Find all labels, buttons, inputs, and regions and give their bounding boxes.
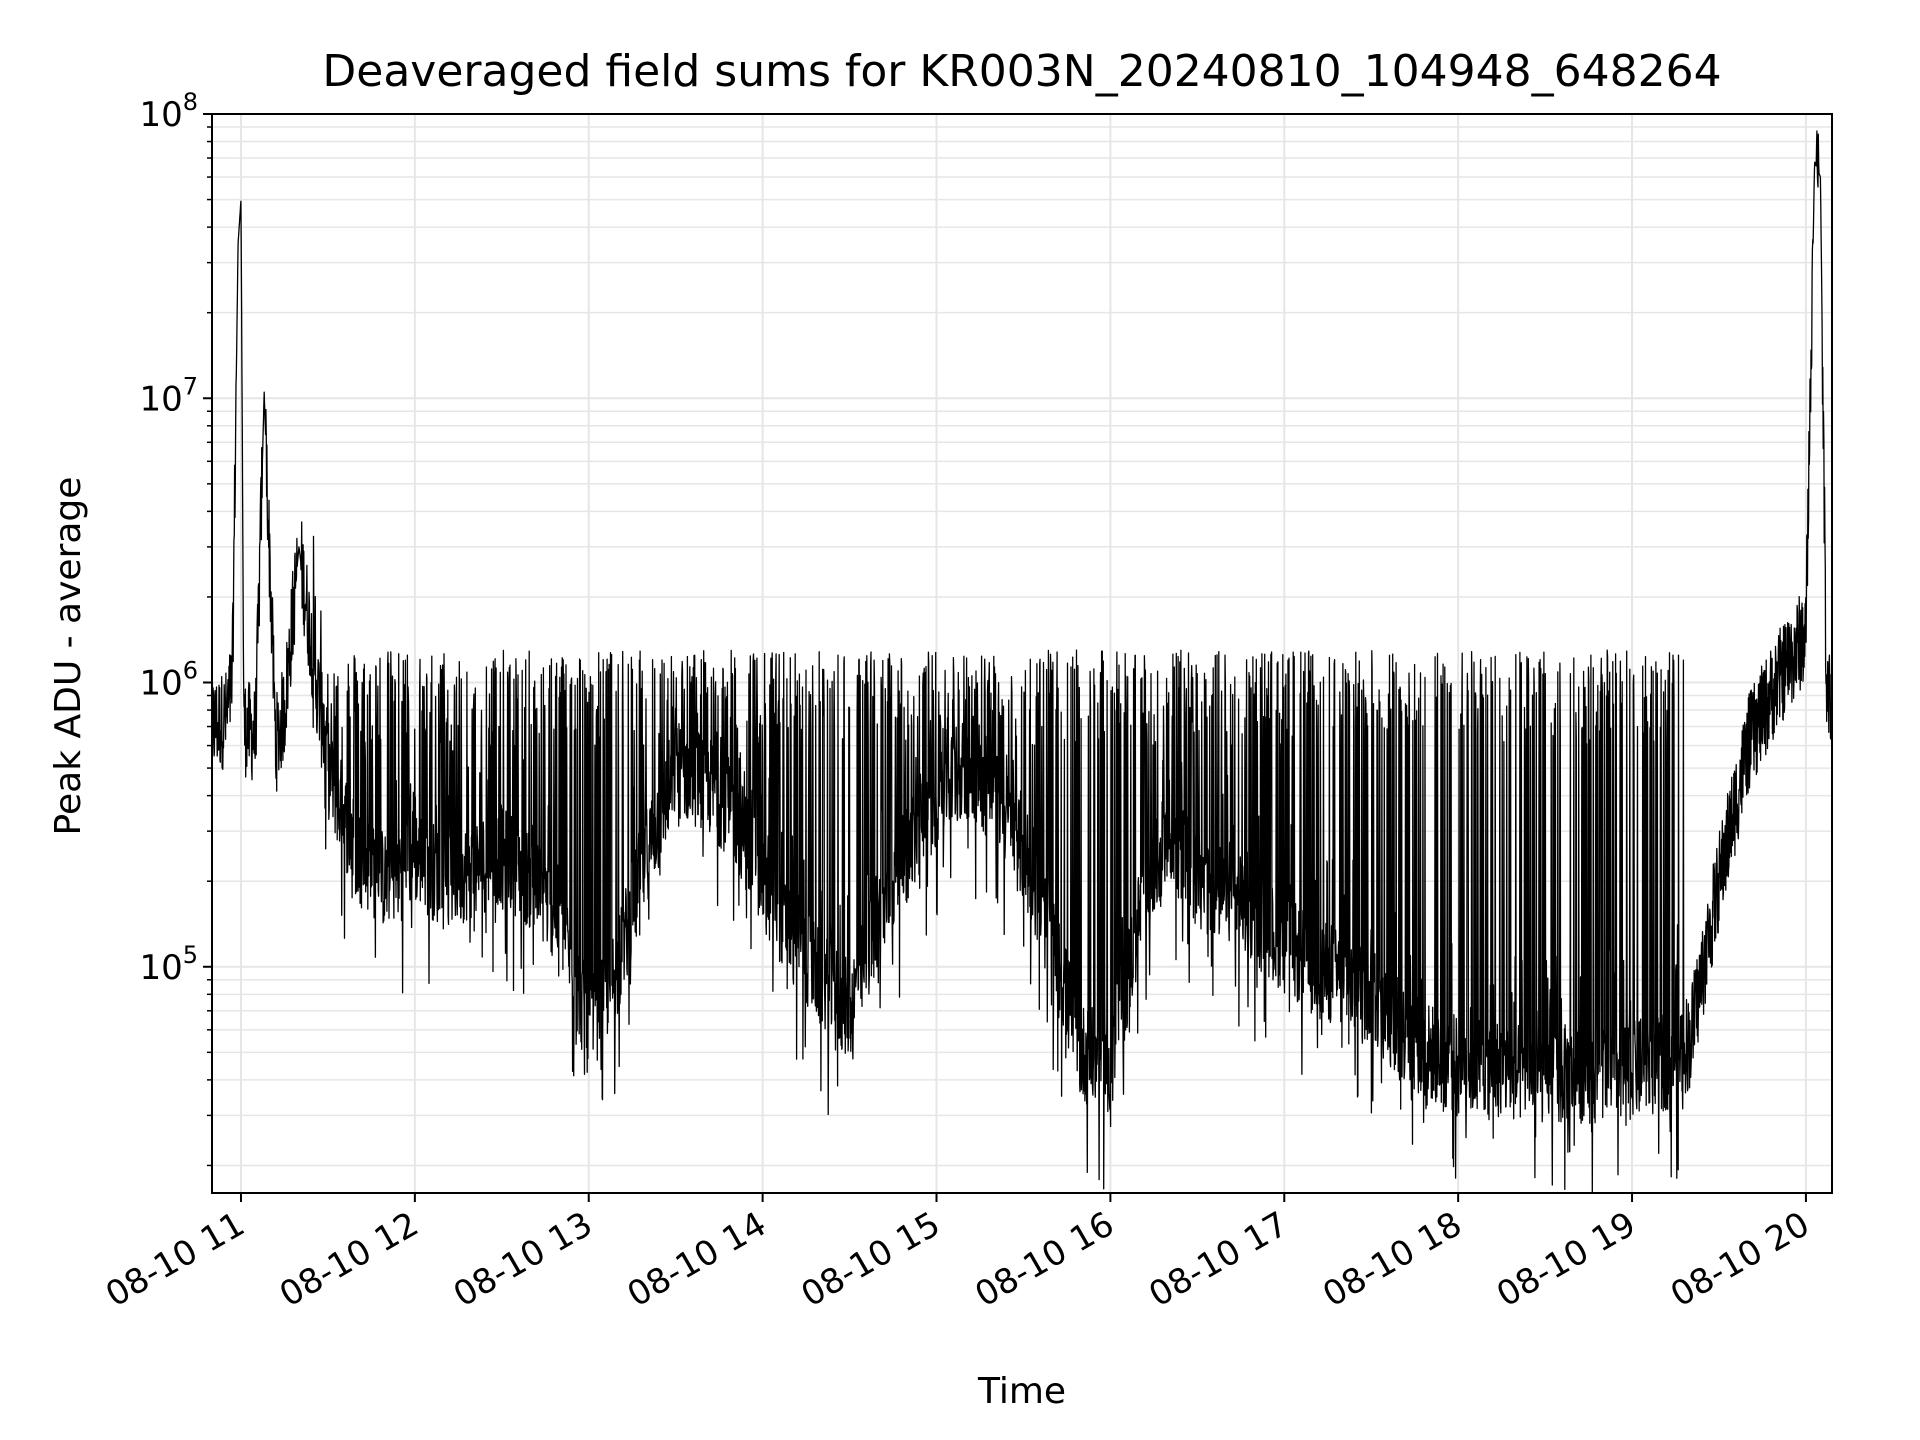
y-tick-label: 107 <box>139 372 198 419</box>
y-tick-exponent: 5 <box>183 941 198 969</box>
y-axis-label: Peak ADU - average <box>48 477 89 836</box>
y-tick-exponent: 8 <box>183 88 198 116</box>
chart-title: Deaveraged field sums for KR003N_2024081… <box>322 46 1721 97</box>
y-tick-label: 106 <box>139 657 198 704</box>
y-tick-label: 105 <box>139 941 198 988</box>
y-tick-exponent: 6 <box>183 657 198 685</box>
y-tick-base: 10 <box>139 948 182 988</box>
series-layer <box>211 130 1833 1194</box>
x-axis-label: Time <box>977 1371 1066 1412</box>
y-tick-label: 108 <box>139 88 198 135</box>
y-tick-base: 10 <box>139 379 182 419</box>
plot-frame <box>211 113 1833 1194</box>
y-tick-base: 10 <box>139 95 182 135</box>
series-line <box>211 130 1833 1194</box>
y-tick-exponent: 7 <box>183 372 198 400</box>
y-tick-base: 10 <box>139 664 182 704</box>
